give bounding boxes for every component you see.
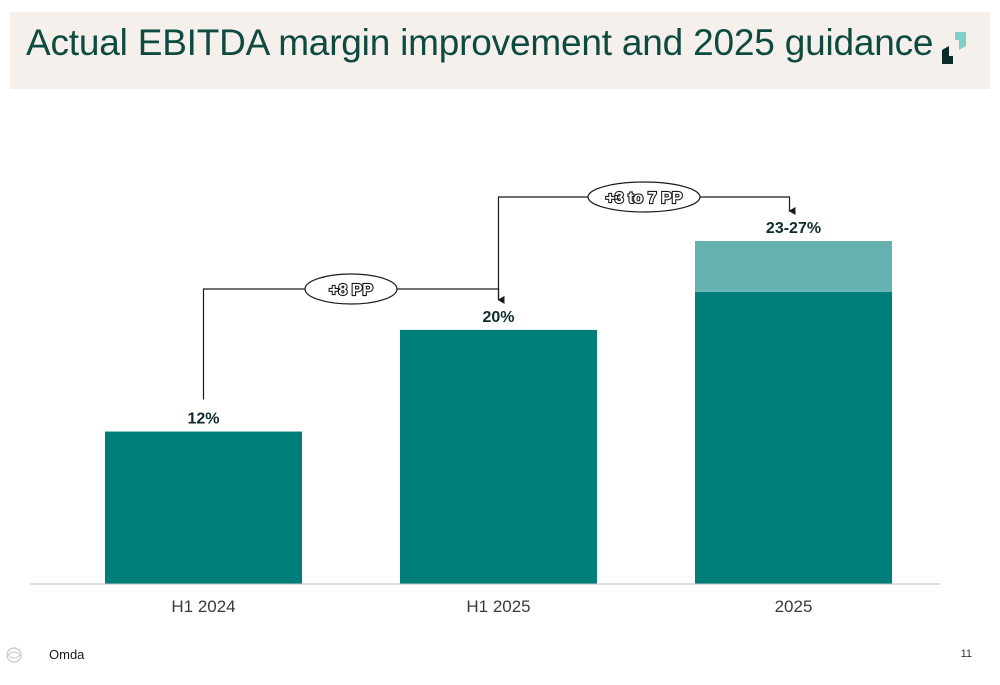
annotation-label-2: +3 to 7 PP xyxy=(606,190,683,207)
bar-2 xyxy=(400,329,597,584)
x-tick-label-3: 2025 xyxy=(775,597,813,616)
annotation-bubble-2 xyxy=(587,181,701,213)
x-tick-label-2: H1 2025 xyxy=(466,597,530,616)
ebitda-margin-chart: 12% H1 2024 20% H1 2025 23-27% 2025 +8 PP +3 to… xyxy=(30,181,940,616)
page-title: Actual EBITDA margin improvement and 202… xyxy=(26,22,934,63)
data-label-2: 20% xyxy=(482,309,514,326)
annotation-label-1: +8 PP xyxy=(329,282,373,299)
x-tick-label-1: H1 2024 xyxy=(171,597,235,616)
footer-logo-icon xyxy=(6,647,22,663)
omda-logo-icon xyxy=(942,32,966,64)
footer-brand: Omda xyxy=(49,647,85,662)
bar-1 xyxy=(105,431,302,584)
title-band xyxy=(10,12,990,89)
data-label-3: 23-27% xyxy=(766,220,821,237)
page-number: 11 xyxy=(960,648,972,660)
annotation-bubble-1 xyxy=(304,273,398,305)
bar-range-3 xyxy=(695,241,892,292)
bar-3 xyxy=(695,291,892,584)
data-label-1: 12% xyxy=(187,411,219,428)
